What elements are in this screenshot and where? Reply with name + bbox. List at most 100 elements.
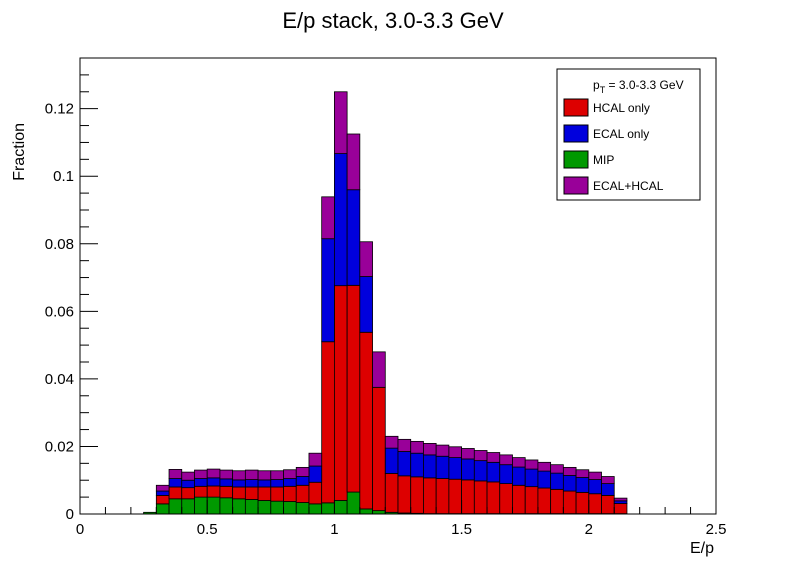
bar xyxy=(181,471,195,481)
bar xyxy=(194,478,208,487)
bar xyxy=(308,503,323,515)
bar xyxy=(562,490,577,515)
bar xyxy=(168,469,183,479)
bar xyxy=(283,501,297,515)
bar xyxy=(499,464,513,485)
x-axis: 0 0.5 1 1.5 2 2.5 xyxy=(76,500,727,538)
bar xyxy=(295,466,310,477)
legend: pT = 3.0-3.3 GeV HCAL only ECAL only MIP EC… xyxy=(556,68,701,201)
legend-entry: MIP xyxy=(563,150,614,169)
bar xyxy=(333,153,348,287)
bar xyxy=(372,510,386,515)
y-tick-label: 0.06 xyxy=(45,303,74,320)
bar xyxy=(232,479,246,488)
series-3 xyxy=(155,91,628,502)
bar xyxy=(333,500,348,515)
bar xyxy=(283,485,297,502)
bar xyxy=(601,483,615,496)
bar xyxy=(206,477,221,487)
bar xyxy=(359,508,373,515)
bar xyxy=(257,500,272,515)
x-tick-label: 2.5 xyxy=(706,521,727,538)
bar xyxy=(461,458,475,481)
bar xyxy=(384,447,399,474)
bar xyxy=(601,495,615,515)
bar xyxy=(359,241,373,277)
bar xyxy=(461,448,475,460)
y-tick-label: 0.1 xyxy=(53,168,74,185)
bar xyxy=(524,468,539,488)
legend-entry: ECAL only xyxy=(563,124,649,143)
bar xyxy=(219,469,234,480)
y-tick-label: 0.04 xyxy=(45,371,74,388)
series-0 xyxy=(143,491,628,515)
bar xyxy=(232,470,246,481)
bar xyxy=(435,478,450,515)
bar xyxy=(244,479,259,488)
bar xyxy=(384,473,399,513)
bar xyxy=(295,502,310,515)
bar xyxy=(283,478,297,487)
legend-entry: ECAL+HCAL xyxy=(563,176,664,195)
bar xyxy=(461,479,475,515)
bar xyxy=(270,500,284,515)
legend-swatch xyxy=(563,150,589,169)
legend-header-main: p xyxy=(593,78,600,92)
bar xyxy=(613,503,628,515)
bar xyxy=(194,496,208,515)
bar xyxy=(206,468,221,479)
bar xyxy=(155,484,170,492)
x-tick-label: 0 xyxy=(76,521,84,538)
bar xyxy=(270,486,284,502)
bar xyxy=(486,461,501,483)
bar xyxy=(435,455,450,479)
bar xyxy=(194,469,208,479)
bar xyxy=(512,484,526,515)
chart-title: E/p stack, 3.0-3.3 GeV xyxy=(282,8,504,33)
bar xyxy=(232,486,246,500)
bar xyxy=(155,490,170,496)
legend-header: pT = 3.0-3.3 GeV xyxy=(593,78,684,95)
bar xyxy=(537,470,552,489)
legend-swatch xyxy=(563,176,589,195)
bar xyxy=(562,466,577,476)
bar xyxy=(295,476,310,486)
bar xyxy=(448,446,463,458)
bar xyxy=(486,452,501,463)
x-tick-label: 0.5 xyxy=(197,521,218,538)
bar xyxy=(321,341,335,504)
x-axis-label: E/p xyxy=(690,540,714,557)
legend-swatch xyxy=(563,124,589,143)
bar xyxy=(219,497,234,515)
bar xyxy=(321,502,335,515)
bar xyxy=(423,443,437,456)
bar xyxy=(155,503,170,515)
x-tick-label: 1.5 xyxy=(451,521,472,538)
bar xyxy=(486,481,501,515)
bar xyxy=(473,480,488,515)
bar xyxy=(321,196,335,240)
bar xyxy=(168,498,183,515)
bar xyxy=(244,469,259,480)
bar xyxy=(219,478,234,487)
bar xyxy=(346,491,361,515)
bar xyxy=(524,486,539,515)
bar xyxy=(512,466,526,486)
bar xyxy=(257,470,272,481)
bar xyxy=(473,460,488,482)
bar xyxy=(575,477,590,493)
bar xyxy=(499,483,513,515)
bar xyxy=(333,285,348,501)
plot-frame xyxy=(79,57,717,515)
legend-label: HCAL only xyxy=(593,101,650,115)
bar xyxy=(181,498,195,515)
bar xyxy=(244,499,259,515)
bar xyxy=(372,386,386,512)
y-tick-label: 0.12 xyxy=(45,101,74,118)
legend-header-sub: T xyxy=(600,85,606,95)
bar xyxy=(448,457,463,480)
bar xyxy=(346,189,361,286)
bar xyxy=(346,284,361,493)
bar xyxy=(562,475,577,492)
